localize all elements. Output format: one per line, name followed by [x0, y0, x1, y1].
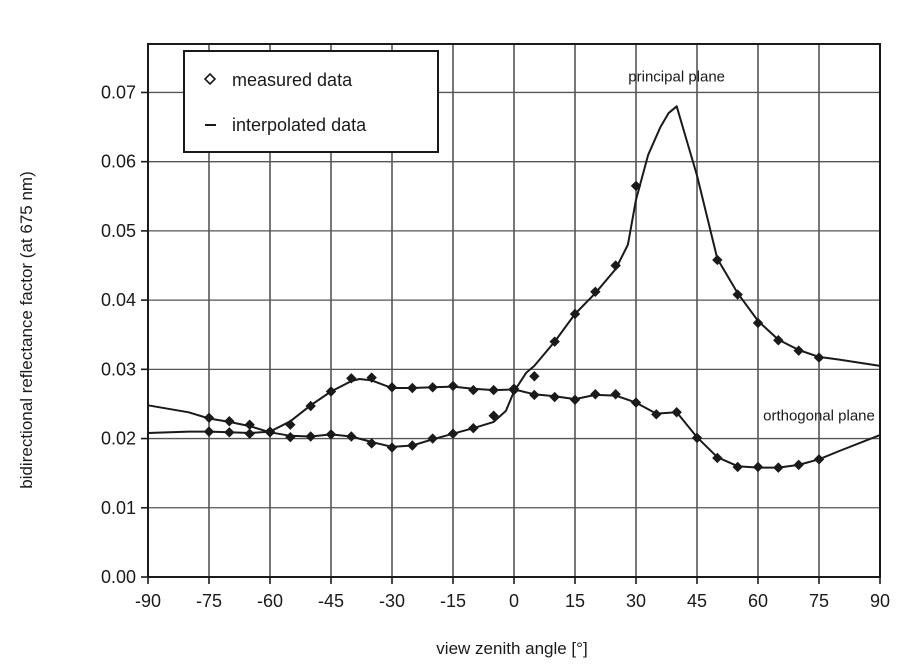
- measured-point: [305, 431, 316, 442]
- measured-point: [325, 386, 337, 397]
- measured-point: [712, 452, 723, 464]
- measured-point: [305, 400, 316, 412]
- measured-point: [488, 384, 499, 396]
- measured-point: [407, 382, 418, 394]
- y-axis-title: bidirectional reflectance factor (at 675…: [17, 171, 36, 489]
- measured-point: [386, 382, 398, 393]
- measured-point: [813, 352, 825, 363]
- measured-point: [651, 409, 662, 420]
- measured-point: [752, 317, 764, 329]
- y-tick-label: 0.06: [101, 152, 136, 172]
- measured-point: [366, 438, 377, 449]
- measured-point: [630, 180, 642, 192]
- legend-diamond-icon: [203, 72, 217, 86]
- measured-point: [590, 286, 601, 298]
- annotation-orthogonal-plane: orthogonal plane: [763, 408, 875, 425]
- y-tick-label: 0.01: [101, 498, 136, 518]
- measured-point: [203, 426, 215, 437]
- measured-point: [773, 335, 784, 346]
- x-tick-label: 15: [565, 591, 585, 611]
- y-tick-label: 0.03: [101, 359, 136, 379]
- measured-point: [630, 397, 642, 408]
- y-tick-label: 0.02: [101, 429, 136, 449]
- x-tick-label: -60: [257, 591, 283, 611]
- measured-point: [793, 345, 804, 356]
- measured-point: [468, 422, 479, 434]
- measured-point: [244, 428, 255, 439]
- measured-point: [773, 462, 784, 473]
- measured-point: [569, 308, 581, 320]
- measured-point: [427, 433, 438, 444]
- measured-point: [447, 428, 459, 439]
- legend: measured data interpolated data: [183, 50, 439, 153]
- measured-point: [264, 427, 276, 438]
- series-line-1: [147, 105, 881, 448]
- measured-point: [529, 389, 540, 401]
- measured-point: [508, 383, 520, 394]
- legend-label-measured: measured data: [232, 70, 353, 90]
- measured-point: [549, 336, 560, 347]
- measured-point: [325, 429, 337, 440]
- measured-point: [447, 380, 459, 392]
- x-tick-label: 0: [509, 591, 519, 611]
- x-tick-label: 90: [870, 591, 890, 611]
- y-tick-label: 0.07: [101, 82, 136, 102]
- y-tick-label: 0.00: [101, 567, 136, 587]
- y-tick-label: 0.04: [101, 290, 136, 310]
- x-tick-label: -45: [318, 591, 344, 611]
- measured-point: [671, 407, 682, 418]
- measured-point: [346, 373, 357, 384]
- x-tick-label: -75: [196, 591, 222, 611]
- measured-point: [407, 440, 418, 451]
- y-tick-label: 0.05: [101, 221, 136, 241]
- measured-point: [224, 427, 235, 438]
- x-tick-label: -90: [135, 591, 161, 611]
- x-tick-label: 30: [626, 591, 646, 611]
- measured-point: [285, 431, 296, 443]
- markers: [203, 180, 825, 473]
- measured-point: [386, 442, 398, 453]
- x-tick-label: -15: [440, 591, 466, 611]
- legend-label-interpolated: interpolated data: [232, 115, 367, 135]
- x-tick-label: 75: [809, 591, 829, 611]
- measured-point: [610, 260, 621, 271]
- measured-point: [224, 416, 235, 427]
- measured-point: [569, 394, 581, 406]
- x-axis-title: view zenith angle [°]: [436, 639, 587, 658]
- legend-box: [183, 50, 439, 153]
- measured-point: [203, 412, 215, 423]
- annotation-principal-plane: principal plane: [628, 68, 725, 85]
- measured-point: [590, 389, 601, 400]
- x-tick-label: -30: [379, 591, 405, 611]
- measured-point: [610, 389, 621, 400]
- measured-point: [366, 372, 377, 383]
- x-tick-label: 60: [748, 591, 768, 611]
- measured-point: [732, 289, 743, 300]
- y-ticks: 0.00 0.01 0.02 0.03 0.04 0.05 0.06 0.07: [101, 82, 148, 587]
- x-ticks: -90 -75 -60 -45 -30 -15 0 15 30 45 60 75 90: [135, 577, 890, 611]
- measured-point: [691, 432, 703, 444]
- measured-point: [793, 459, 804, 471]
- measured-point: [488, 410, 499, 421]
- measured-point: [346, 431, 357, 442]
- measured-point: [468, 384, 479, 396]
- measured-point: [549, 391, 560, 403]
- measured-point: [712, 254, 723, 266]
- measured-point: [813, 454, 825, 465]
- measured-point: [427, 382, 438, 393]
- measured-point: [752, 461, 764, 473]
- measured-point: [732, 461, 743, 473]
- x-tick-label: 45: [687, 591, 707, 611]
- measured-point: [285, 419, 296, 430]
- measured-point: [529, 371, 540, 382]
